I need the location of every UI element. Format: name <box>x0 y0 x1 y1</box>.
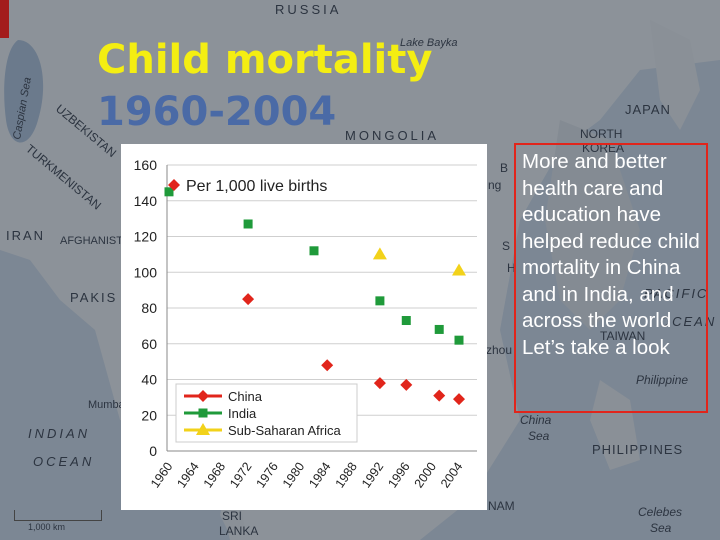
map-label-s: S <box>502 239 510 253</box>
map-label-indian-1: INDIAN <box>28 426 90 441</box>
x-tick-label: 1996 <box>385 460 412 491</box>
map-label-taiwan: TAIWAN <box>600 329 645 343</box>
x-tick-label: 1972 <box>227 460 254 491</box>
map-label-scale: 1,000 km <box>28 522 65 532</box>
title-line-1: Child mortality <box>97 37 433 83</box>
point-india <box>401 316 411 326</box>
map-label-celebes-1: Celebes <box>638 505 682 519</box>
point-sub-saharan-africa <box>452 263 466 276</box>
subtitle-marker <box>168 179 180 191</box>
x-tick-label: 1980 <box>280 460 307 491</box>
map-label-iran: IRAN <box>6 228 45 243</box>
x-tick-label: 1976 <box>253 460 280 491</box>
x-tick-label: 2000 <box>412 460 439 491</box>
y-tick-label: 160 <box>134 157 158 173</box>
map-label-japan: JAPAN <box>625 102 671 117</box>
point-china <box>400 378 413 391</box>
y-tick-label: 80 <box>141 300 157 316</box>
map-label-sri-2: LANKA <box>219 524 258 538</box>
point-china <box>373 377 386 390</box>
chart-legend: China India Sub-Saharan Africa <box>175 383 358 443</box>
map-label-mongolia: MONGOLIA <box>345 128 439 143</box>
map-label-hanoi: H <box>507 261 516 275</box>
x-tick-label: 2004 <box>438 460 465 491</box>
map-label-pakistan: PAKIS <box>70 290 117 305</box>
point-china <box>453 393 465 406</box>
map-label-pacific-2: OCEAN <box>660 314 716 329</box>
map-label-mumbai: Mumba <box>88 399 126 411</box>
map-label-guangzhou: zhou <box>486 343 512 357</box>
map-label-celebes-2: Sea <box>650 521 672 535</box>
caspian-sea <box>4 40 44 143</box>
point-india <box>243 219 253 229</box>
y-tick-label: 60 <box>141 336 157 352</box>
legend-label: China <box>228 389 263 404</box>
point-china <box>242 293 255 306</box>
point-india <box>375 296 385 306</box>
map-label-vietnam: NAM <box>488 499 515 513</box>
x-tick-label: 1968 <box>201 460 228 491</box>
x-tick-label: 1988 <box>333 460 360 491</box>
y-tick-label: 100 <box>134 264 158 280</box>
map-label-sri-1: SRI <box>222 509 242 523</box>
point-india <box>434 324 444 334</box>
map-label-ng: ng <box>488 178 501 192</box>
legend-label: Sub-Saharan Africa <box>228 423 342 438</box>
x-tick-label: 1992 <box>359 460 386 491</box>
map-label-b: B <box>500 161 508 175</box>
y-tick-label: 40 <box>141 372 157 388</box>
x-tick-label: 1984 <box>306 460 333 491</box>
map-label-philippine-sea: Philippine <box>636 373 688 387</box>
point-sub-saharan-africa <box>372 247 387 260</box>
note-box <box>514 143 708 413</box>
land-east <box>545 120 640 330</box>
legend-label: India <box>228 406 257 421</box>
point-china <box>433 389 446 402</box>
point-india <box>164 187 174 197</box>
map-label-afghanistan: AFGHANIST <box>60 235 123 247</box>
map-label-north-1: NORTH <box>580 127 622 141</box>
map-label-russia: RUSSIA <box>275 2 341 17</box>
chart-subtitle: Per 1,000 live births <box>186 178 327 195</box>
point-india <box>454 335 464 345</box>
slide-title: Child mortality 1960-2004 <box>97 34 432 138</box>
map-label-lake-baykal: Lake Bayka <box>400 37 457 49</box>
y-tick-label: 140 <box>134 193 158 209</box>
japan-land <box>650 20 700 130</box>
note-text: More and better health care and educatio… <box>522 150 700 359</box>
map-label-philippines: PHILIPPINES <box>592 442 683 457</box>
philippines-land <box>590 380 640 470</box>
x-tick-label: 1964 <box>174 460 201 491</box>
legend-marker <box>196 423 210 435</box>
x-tick-label: 1960 <box>148 460 175 491</box>
title-line-2: 1960-2004 <box>97 89 337 135</box>
legend-marker <box>197 390 209 402</box>
legend-marker <box>198 408 208 418</box>
corner-tab <box>0 0 9 38</box>
y-tick-label: 120 <box>134 229 158 245</box>
y-tick-label: 0 <box>149 443 157 459</box>
point-china <box>321 359 334 372</box>
map-label-indian-2: OCEAN <box>33 454 94 469</box>
y-tick-label: 20 <box>141 407 157 423</box>
point-india <box>309 246 319 256</box>
map-label-china-sea-1: China <box>520 413 552 427</box>
map-scale-bar <box>14 510 102 521</box>
map-label-pacific-1: PACIFIC <box>644 286 708 301</box>
map-label-china-sea-2: Sea <box>528 429 550 443</box>
chart-panel: 0 20 40 60 80 100 120 140 160 1960 1964 1968 1972 19… <box>121 144 487 510</box>
